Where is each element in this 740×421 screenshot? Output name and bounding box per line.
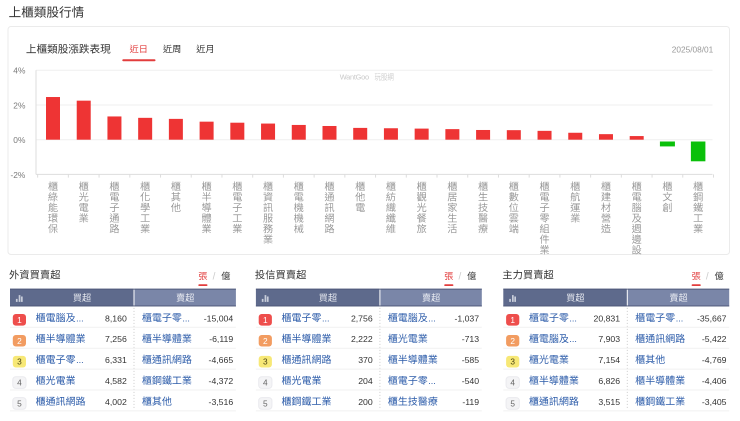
svg-text:4,582: 4,582 [105, 376, 127, 386]
svg-text:2,222: 2,222 [351, 334, 373, 344]
svg-text:2: 2 [263, 336, 268, 346]
svg-text:-2%: -2% [10, 170, 25, 180]
svg-text:WantGoo: WantGoo [340, 72, 369, 81]
svg-text:20,831: 20,831 [594, 313, 621, 323]
svg-text:-5,422: -5,422 [702, 334, 727, 344]
svg-text:/: / [459, 272, 462, 283]
svg-text:4: 4 [17, 378, 22, 388]
svg-text:-713: -713 [462, 334, 480, 344]
svg-text:...: ... [676, 313, 684, 323]
svg-text:200: 200 [358, 397, 373, 407]
svg-text:...: ... [76, 355, 84, 365]
svg-text:...: ... [569, 334, 577, 344]
svg-text:4: 4 [510, 378, 515, 388]
svg-text:4: 4 [263, 378, 268, 388]
svg-text:...: ... [569, 313, 577, 323]
svg-text:7,256: 7,256 [105, 334, 127, 344]
svg-text:1: 1 [17, 315, 22, 325]
svg-text:6,331: 6,331 [105, 355, 127, 365]
svg-text:2: 2 [510, 336, 515, 346]
svg-text:2025/08/01: 2025/08/01 [672, 44, 714, 54]
svg-text:...: ... [428, 376, 436, 386]
svg-text:-15,004: -15,004 [204, 313, 234, 323]
svg-text:5: 5 [17, 398, 22, 408]
svg-text:-119: -119 [462, 397, 479, 407]
svg-text:3: 3 [263, 357, 268, 367]
svg-text:8,160: 8,160 [105, 313, 127, 323]
svg-text:-4,406: -4,406 [702, 376, 727, 386]
svg-text:-4,665: -4,665 [209, 355, 234, 365]
svg-text:-3,405: -3,405 [702, 397, 727, 407]
svg-text:7,903: 7,903 [598, 334, 620, 344]
svg-text:-6,119: -6,119 [209, 334, 233, 344]
svg-text:-540: -540 [462, 376, 480, 386]
svg-text:-585: -585 [462, 355, 480, 365]
svg-text:1: 1 [263, 315, 268, 325]
svg-text:3: 3 [17, 357, 22, 367]
svg-text:5: 5 [510, 398, 515, 408]
svg-text:3,515: 3,515 [598, 397, 620, 407]
svg-text:...: ... [322, 313, 330, 323]
svg-text:3: 3 [510, 357, 515, 367]
svg-text:-3,516: -3,516 [209, 397, 234, 407]
svg-text:4,002: 4,002 [105, 397, 127, 407]
svg-text:5: 5 [263, 398, 268, 408]
svg-text:2: 2 [17, 336, 22, 346]
svg-text:4%: 4% [13, 66, 26, 76]
svg-text:-4,769: -4,769 [702, 355, 727, 365]
svg-text:/: / [213, 272, 216, 283]
svg-text:370: 370 [358, 355, 373, 365]
svg-text:-1,037: -1,037 [454, 313, 479, 323]
svg-text:7,154: 7,154 [598, 355, 620, 365]
svg-text:-35,667: -35,667 [697, 313, 727, 323]
svg-text:1: 1 [510, 315, 515, 325]
svg-text:/: / [706, 272, 709, 283]
svg-text:...: ... [182, 313, 190, 323]
svg-text:6,826: 6,826 [598, 376, 620, 386]
svg-text:...: ... [76, 313, 84, 323]
svg-text:2,756: 2,756 [351, 313, 373, 323]
svg-text:-4,372: -4,372 [209, 376, 234, 386]
svg-text:...: ... [428, 313, 436, 323]
svg-text:204: 204 [358, 376, 373, 386]
svg-text:0%: 0% [13, 135, 26, 145]
svg-text:2%: 2% [13, 100, 26, 110]
